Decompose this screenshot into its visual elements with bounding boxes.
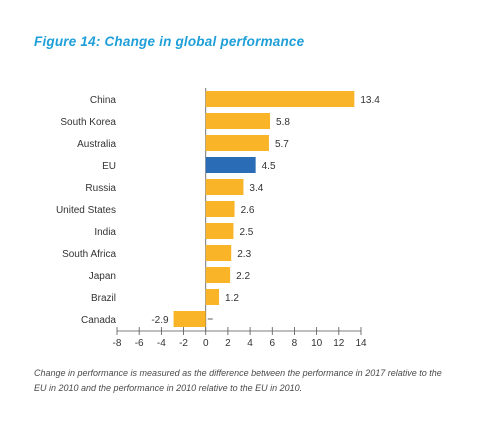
x-tick-label: -4 (157, 338, 166, 349)
x-tick-label: -2 (179, 338, 188, 349)
x-tick-label: 2 (225, 338, 231, 349)
category-label: United States (56, 205, 116, 216)
category-label: South Korea (60, 117, 116, 128)
bar (205, 201, 235, 217)
x-tick-label: 6 (269, 338, 275, 349)
bar (205, 113, 271, 129)
x-tick-label: -8 (113, 338, 122, 349)
category-label: Brazil (91, 293, 116, 304)
bar (205, 267, 231, 283)
x-tick-label: 8 (292, 338, 298, 349)
x-tick-label: -6 (135, 338, 144, 349)
category-label: China (90, 95, 117, 106)
category-label: Australia (77, 139, 116, 150)
category-label: EU (102, 161, 116, 172)
category-label: South Africa (62, 249, 116, 260)
category-label: Canada (81, 315, 116, 326)
value-label: 2.6 (241, 205, 255, 216)
bar (205, 223, 234, 239)
x-tick-label: 14 (355, 338, 367, 349)
value-label: 2.2 (236, 271, 250, 282)
x-tick-label: 4 (247, 338, 253, 349)
bar-highlight (205, 157, 256, 173)
value-label: 3.4 (249, 183, 263, 194)
figure-title: Figure 14: Change in global performance (34, 34, 305, 49)
figure-note: Change in performance is measured as the… (34, 368, 442, 393)
bar (205, 135, 269, 151)
bar (173, 311, 206, 327)
bar (205, 91, 355, 107)
bar (205, 245, 232, 261)
x-tick-label: 0 (203, 338, 209, 349)
value-label: 2.5 (239, 227, 253, 238)
value-label: 5.8 (276, 117, 290, 128)
category-label: Russia (85, 183, 116, 194)
x-tick-label: 12 (333, 338, 345, 349)
value-label: 5.7 (275, 139, 289, 150)
x-tick-label: 10 (311, 338, 323, 349)
value-label: 1.2 (225, 293, 239, 304)
category-label: India (94, 227, 116, 238)
bar (205, 179, 244, 195)
bar-chart: China 13.4 South Korea 5.8 Australia 5.7 EU 4.5… (56, 88, 380, 349)
value-label: 4.5 (262, 161, 276, 172)
category-label: Japan (89, 271, 116, 282)
value-label: -2.9 (151, 315, 169, 326)
value-label: 13.4 (360, 95, 380, 106)
bar (205, 289, 220, 305)
value-label: 2.3 (237, 249, 251, 260)
